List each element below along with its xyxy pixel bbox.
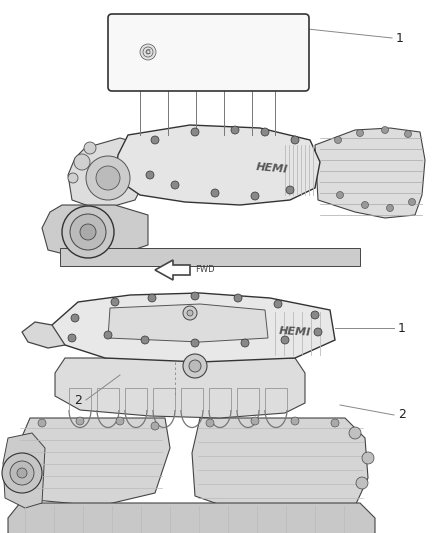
Polygon shape xyxy=(55,358,305,418)
Circle shape xyxy=(10,461,34,485)
Polygon shape xyxy=(12,418,170,506)
Circle shape xyxy=(68,173,78,183)
Text: 1: 1 xyxy=(396,31,404,44)
Circle shape xyxy=(357,130,364,136)
Circle shape xyxy=(151,136,159,144)
Circle shape xyxy=(234,294,242,302)
Text: HEMI: HEMI xyxy=(255,161,289,174)
Circle shape xyxy=(71,314,79,322)
Circle shape xyxy=(104,331,112,339)
Circle shape xyxy=(361,201,368,208)
Circle shape xyxy=(84,142,96,154)
Circle shape xyxy=(68,334,76,342)
Polygon shape xyxy=(8,503,375,533)
Circle shape xyxy=(206,419,214,427)
Polygon shape xyxy=(155,260,190,280)
Circle shape xyxy=(211,189,219,197)
Circle shape xyxy=(146,171,154,179)
Circle shape xyxy=(405,131,411,138)
Circle shape xyxy=(141,336,149,344)
Circle shape xyxy=(111,298,119,306)
Circle shape xyxy=(191,128,199,136)
Text: 2: 2 xyxy=(398,408,406,422)
Circle shape xyxy=(314,328,322,336)
Circle shape xyxy=(96,166,120,190)
Polygon shape xyxy=(315,128,425,218)
Circle shape xyxy=(70,214,106,250)
Circle shape xyxy=(191,339,199,347)
Circle shape xyxy=(311,311,319,319)
Circle shape xyxy=(331,419,339,427)
Circle shape xyxy=(183,354,207,378)
Circle shape xyxy=(335,136,342,143)
Circle shape xyxy=(62,206,114,258)
Circle shape xyxy=(140,44,156,60)
Circle shape xyxy=(38,419,46,427)
Circle shape xyxy=(274,300,282,308)
Polygon shape xyxy=(68,138,148,210)
Circle shape xyxy=(241,339,249,347)
Text: C: C xyxy=(145,49,150,55)
Circle shape xyxy=(80,224,96,240)
Circle shape xyxy=(336,191,343,198)
Circle shape xyxy=(2,453,42,493)
Circle shape xyxy=(187,310,193,316)
Circle shape xyxy=(74,154,90,170)
Polygon shape xyxy=(42,205,148,258)
Polygon shape xyxy=(22,322,65,348)
Circle shape xyxy=(116,417,124,425)
Circle shape xyxy=(151,422,159,430)
Text: 2: 2 xyxy=(74,393,82,407)
Circle shape xyxy=(251,417,259,425)
Circle shape xyxy=(86,156,130,200)
Circle shape xyxy=(386,205,393,212)
Circle shape xyxy=(146,50,150,54)
Circle shape xyxy=(17,468,27,478)
Circle shape xyxy=(251,192,259,200)
Circle shape xyxy=(183,306,197,320)
Circle shape xyxy=(286,186,294,194)
Polygon shape xyxy=(48,293,335,362)
Circle shape xyxy=(291,136,299,144)
Polygon shape xyxy=(192,418,368,513)
Circle shape xyxy=(191,292,199,300)
Circle shape xyxy=(409,198,416,206)
Circle shape xyxy=(281,336,289,344)
Circle shape xyxy=(148,294,156,302)
Text: FWD: FWD xyxy=(195,265,215,274)
Bar xyxy=(60,248,360,266)
Polygon shape xyxy=(3,433,45,508)
Circle shape xyxy=(231,126,239,134)
Circle shape xyxy=(189,360,201,372)
FancyBboxPatch shape xyxy=(108,14,309,91)
Circle shape xyxy=(171,181,179,189)
Circle shape xyxy=(362,452,374,464)
Circle shape xyxy=(356,477,368,489)
Polygon shape xyxy=(115,125,320,205)
Polygon shape xyxy=(108,304,268,342)
Circle shape xyxy=(143,47,153,57)
Circle shape xyxy=(349,427,361,439)
Circle shape xyxy=(261,128,269,136)
Circle shape xyxy=(291,417,299,425)
Circle shape xyxy=(381,126,389,133)
Text: HEMI: HEMI xyxy=(279,326,311,338)
Circle shape xyxy=(76,417,84,425)
Text: 1: 1 xyxy=(398,321,406,335)
